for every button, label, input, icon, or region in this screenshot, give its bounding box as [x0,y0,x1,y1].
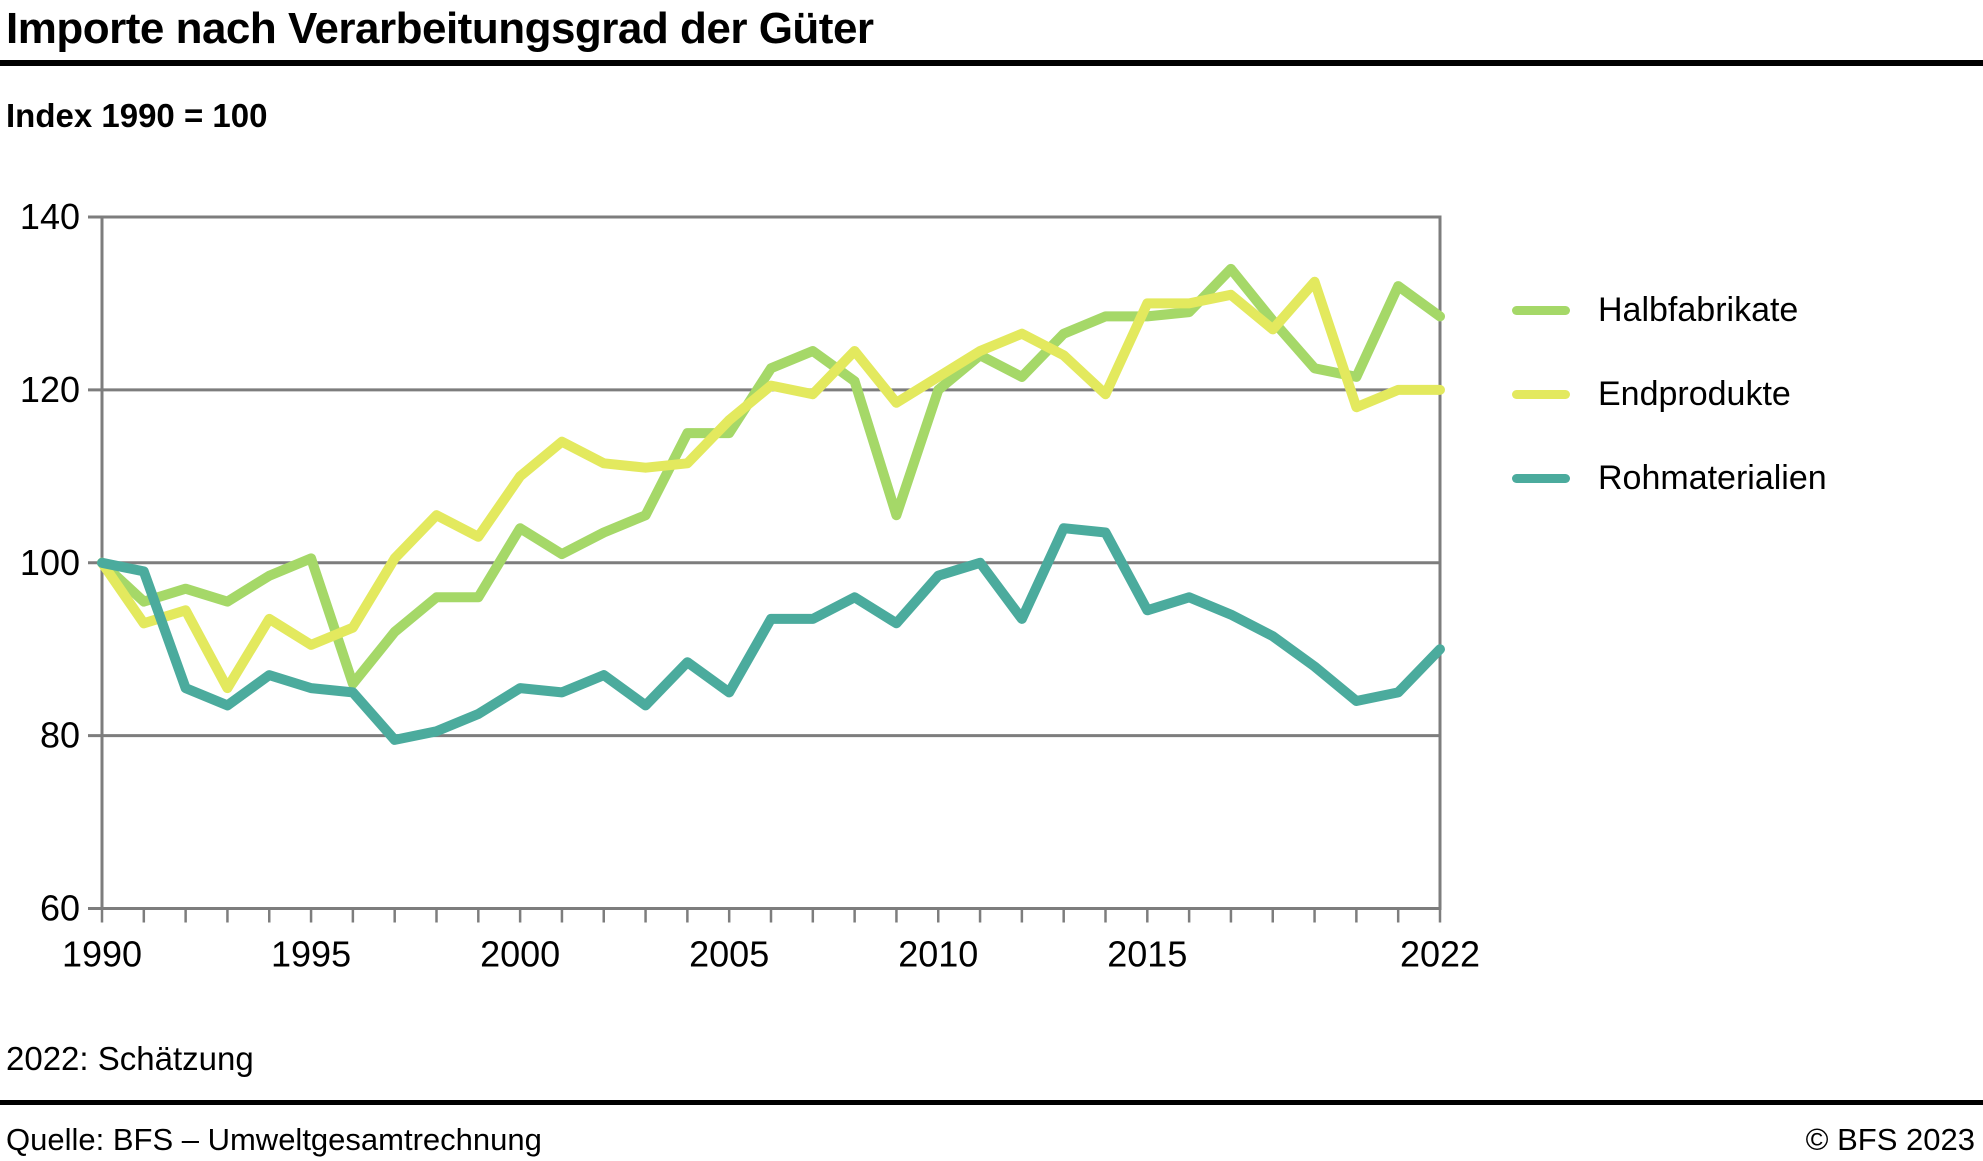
chart-line-rohmaterialien [97,523,1445,745]
title-divider [0,60,1983,66]
y-tick-label: 140 [20,196,80,237]
y-tick-label: 120 [20,369,80,410]
source-text: Quelle: BFS – Umweltgesamtrechnung [6,1122,542,1157]
y-tick-label: 100 [20,542,80,583]
x-tick-label: 2005 [689,934,769,975]
rohmaterialien-line-swatch-icon [1512,473,1570,483]
x-tick-label: 2000 [480,934,560,975]
chart-line-halbfabrikate [97,263,1445,689]
y-tick-label: 60 [40,888,80,929]
legend-label: Halbfabrikate [1598,290,1799,329]
x-tick-label: 1995 [271,934,351,975]
x-tick-label: 2022 [1400,934,1480,975]
legend-label: Endprodukte [1598,374,1791,413]
x-tick-label: 2015 [1107,934,1187,975]
x-tick-label: 1990 [62,934,142,975]
legend-item-halbfabrikate: Halbfabrikate [1512,288,1827,332]
chart-line-endprodukte [97,276,1445,694]
y-tick-label: 80 [40,715,80,756]
chart-legend: Halbfabrikate Endprodukte Rohmaterialien [1512,288,1827,540]
page-title: Importe nach Verarbeitungsgrad der Güter [6,4,874,53]
legend-item-endprodukte: Endprodukte [1512,372,1827,416]
chart-subtitle-index-label: Index 1990 = 100 [6,97,268,134]
legend-label: Rohmaterialien [1598,458,1827,497]
copyright-text: © BFS 2023 [1805,1122,1975,1157]
footer-divider [0,1100,1983,1105]
legend-item-rohmaterialien: Rohmaterialien [1512,456,1827,500]
x-tick-label: 2010 [898,934,978,975]
estimate-footnote: 2022: Schätzung [6,1040,254,1077]
halbfabrikate-line-swatch-icon [1512,305,1570,315]
endprodukte-line-swatch-icon [1512,389,1570,399]
